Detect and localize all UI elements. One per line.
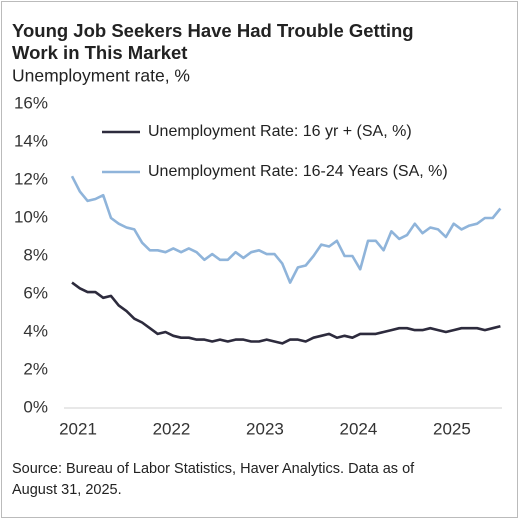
x-tick-label: 2022 <box>153 419 191 438</box>
y-tick-label: 0% <box>23 397 48 416</box>
x-tick-label: 2021 <box>59 419 97 438</box>
series-line <box>70 175 502 284</box>
y-tick-label: 10% <box>14 207 48 226</box>
source-note: Source: Bureau of Labor Statistics, Have… <box>12 461 415 477</box>
x-tick-label: 2024 <box>340 419 378 438</box>
chart-title: Young Job Seekers Have Had Trouble Getti… <box>12 20 414 41</box>
y-tick-label: 4% <box>23 321 48 340</box>
chart-subtitle: Unemployment rate, % <box>12 66 190 86</box>
legend-label: Unemployment Rate: 16 yr + (SA, %) <box>148 123 412 140</box>
y-tick-label: 12% <box>14 169 48 188</box>
y-tick-label: 2% <box>23 359 48 378</box>
y-tick-label: 6% <box>23 283 48 302</box>
y-tick-label: 16% <box>14 93 48 112</box>
legend-label: Unemployment Rate: 16-24 Years (SA, %) <box>148 163 448 180</box>
y-tick-label: 8% <box>23 245 48 264</box>
y-tick-label: 14% <box>14 131 48 150</box>
x-tick-label: 2025 <box>433 419 471 438</box>
chart-title: Work in This Market <box>12 42 187 63</box>
x-tick-label: 2023 <box>246 419 284 438</box>
series-line <box>71 281 501 345</box>
source-note: August 31, 2025. <box>12 482 122 498</box>
